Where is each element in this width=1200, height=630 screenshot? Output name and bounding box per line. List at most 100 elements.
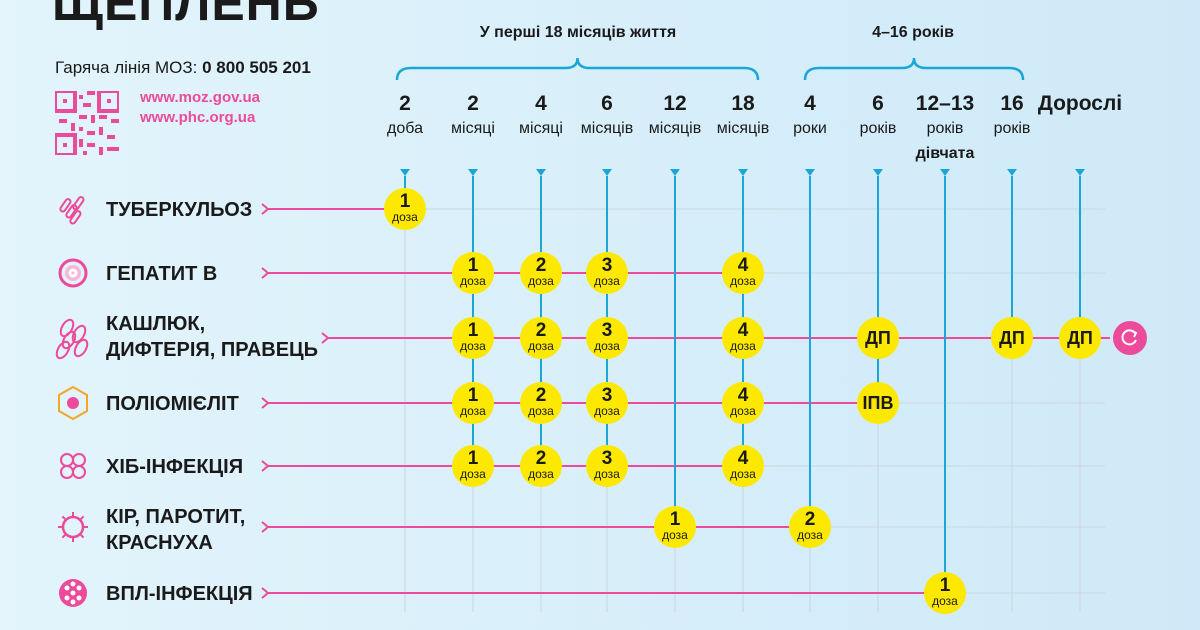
dose-marker: 2 доза [520, 252, 562, 294]
dose-marker: ДП [857, 317, 899, 359]
column-unit-3: місяців [580, 120, 634, 137]
dose-word: доза [730, 467, 756, 481]
dose-number: 2 [535, 448, 547, 469]
dose-word: доза [730, 339, 756, 353]
column-marker [1075, 169, 1085, 176]
column-marker [670, 169, 680, 176]
column-age-0: 2 [399, 92, 411, 115]
row-label-line: КРАСНУХА [106, 532, 213, 554]
column-age-8: 12–13 [915, 92, 975, 115]
row-label-line: ГЕПАТИТ В [106, 263, 218, 285]
restart-icon [1113, 321, 1147, 355]
dose-number: 2 [535, 320, 547, 341]
row-label-line: ВПЛ-ІНФЕКЦІЯ [106, 583, 253, 605]
dose-word: доза [797, 528, 823, 542]
column-marker [1007, 169, 1017, 176]
dose-label: ДП [999, 328, 1025, 348]
url-moz[interactable]: www.moz.gov.ua [140, 89, 261, 106]
column-marker [400, 169, 410, 176]
column-unit-0: доба [387, 120, 423, 137]
dose-marker: 1 доза [452, 317, 494, 359]
dose-word: доза [594, 404, 620, 418]
column-marker [805, 169, 815, 176]
hpv-virus-icon [59, 579, 87, 607]
row-label-line: ДИФТЕРІЯ, ПРАВЕЦЬ [106, 339, 319, 361]
dose-marker: ІПВ [857, 382, 899, 424]
dose-label: ІПВ [862, 393, 894, 413]
url-phc[interactable]: www.phc.org.ua [140, 109, 256, 126]
row-arrow-3 [261, 397, 270, 409]
row-arrow-5 [261, 521, 270, 533]
dose-number: 1 [939, 575, 951, 596]
dose-word: доза [730, 404, 756, 418]
column-age-5: 18 [731, 92, 755, 115]
column-age-3: 6 [601, 92, 613, 115]
hotline-number[interactable]: 0 800 505 201 [202, 58, 311, 77]
column-unit-9: років [993, 120, 1031, 137]
dose-number: 3 [601, 385, 613, 406]
dose-word: доза [528, 404, 554, 418]
row-label-5: КІР, ПАРОТИТ, КРАСНУХА [106, 504, 245, 556]
dose-word: доза [460, 274, 486, 288]
dose-word: доза [528, 274, 554, 288]
group-brace-infancy [395, 57, 760, 81]
row-label-line: КАШЛЮК, [106, 313, 206, 335]
dose-number: 1 [399, 191, 411, 212]
column-marker [602, 169, 612, 176]
group-brace-childhood [803, 57, 1025, 81]
row-label-3: ПОЛІОМІЄЛІТ [106, 391, 239, 417]
dose-marker: 1 доза [384, 188, 426, 230]
column-marker [873, 169, 883, 176]
dose-number: 3 [601, 448, 613, 469]
dose-marker: ДП [1059, 317, 1101, 359]
dose-marker: 4 доза [722, 445, 764, 487]
dose-marker: 4 доза [722, 252, 764, 294]
row-arrow-6 [261, 587, 270, 599]
row-label-4: ХІБ-ІНФЕКЦІЯ [106, 454, 243, 480]
dose-number: 1 [467, 255, 479, 276]
column-unit-7: років [859, 120, 897, 137]
row-label-0: ТУБЕРКУЛЬОЗ [106, 197, 252, 223]
polio-virus-icon [58, 385, 88, 421]
page-title: ЩЕПЛЕНЬ [52, 0, 320, 31]
dose-number: 1 [467, 448, 479, 469]
qr-code-icon [55, 91, 119, 155]
dose-marker: 4 доза [722, 382, 764, 424]
column-age-2: 4 [535, 92, 547, 115]
column-unit-6: роки [793, 120, 827, 137]
dose-word: доза [662, 528, 688, 542]
dose-label: ДП [1067, 328, 1093, 348]
dose-word: доза [730, 274, 756, 288]
column-unit-8: років [926, 120, 964, 137]
bacillus-icon [59, 196, 85, 225]
column-note-8: дівчата [915, 145, 975, 162]
dose-word: доза [594, 467, 620, 481]
dose-number: 3 [601, 255, 613, 276]
column-unit-5: місяців [716, 120, 770, 137]
group-label-infancy: У перші 18 місяців життя [479, 24, 677, 41]
column-age-4: 12 [663, 92, 687, 115]
dose-marker: 4 доза [722, 317, 764, 359]
dose-word: доза [460, 339, 486, 353]
row-arrow-4 [261, 460, 270, 472]
dose-word: доза [392, 210, 418, 224]
row-label-6: ВПЛ-ІНФЕКЦІЯ [106, 581, 253, 607]
dose-number: 4 [737, 385, 749, 406]
dose-marker: 2 доза [520, 317, 562, 359]
bacteria-cluster-icon [55, 318, 89, 360]
dose-number: 2 [535, 255, 547, 276]
dose-number: 2 [535, 385, 547, 406]
column-marker [468, 169, 478, 176]
dose-marker: 3 доза [586, 317, 628, 359]
column-age-10: Дорослі [1037, 92, 1123, 115]
dose-marker: 2 доза [520, 382, 562, 424]
dose-marker: 1 доза [452, 382, 494, 424]
dose-number: 3 [601, 320, 613, 341]
dose-marker: 3 доза [586, 252, 628, 294]
dose-marker: 1 доза [654, 506, 696, 548]
dose-number: 1 [467, 385, 479, 406]
column-unit-4: місяців [648, 120, 702, 137]
hotline-label: Гаряча лінія МОЗ: [55, 58, 198, 77]
dose-marker: 1 доза [452, 252, 494, 294]
